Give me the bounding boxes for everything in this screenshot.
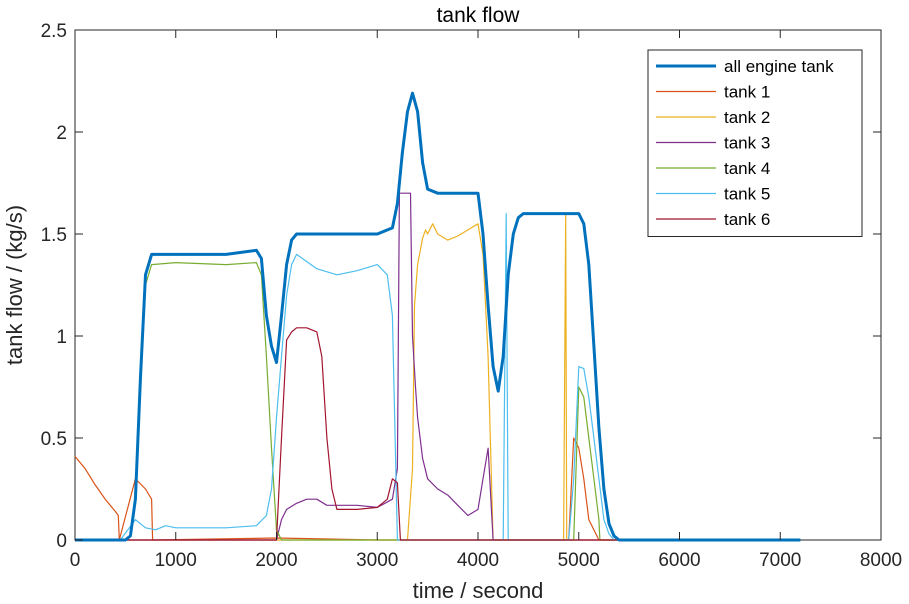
series-line-2 [74, 437, 801, 541]
x-tick-label: 1000 [155, 550, 197, 571]
legend-label-4: tank 3 [724, 134, 770, 153]
legend-label-6: tank 5 [724, 185, 770, 204]
x-tick-label: 6000 [658, 550, 700, 571]
y-tick-label: 1.5 [41, 225, 67, 246]
x-tick-label: 8000 [860, 550, 902, 571]
legend-label-5: tank 4 [724, 159, 770, 178]
y-tick-label: 1 [56, 327, 67, 348]
x-tick-label: 7000 [759, 550, 801, 571]
chart-title: tank flow [437, 4, 521, 27]
series-line-4 [75, 192, 801, 541]
x-axis-label: time / second [413, 578, 544, 603]
x-tick-label: 3000 [356, 550, 398, 571]
legend-box [647, 49, 863, 237]
series-layer [74, 91, 801, 542]
x-tick-label: 4000 [457, 550, 499, 571]
x-tick-label: 2000 [255, 550, 297, 571]
tick-layer: 0 1000 2000 3000 4000 5000 6000 7000 8000 0 0.5 1 1.… [41, 21, 903, 571]
series-line-7 [75, 327, 801, 541]
legend-label-7: tank 6 [724, 210, 770, 229]
x-tick-label: 5000 [558, 550, 600, 571]
x-tick-label: 0 [70, 550, 81, 571]
series-line-1 [75, 91, 801, 542]
series-line-3 [75, 213, 801, 541]
y-tick-label: 2 [56, 123, 67, 144]
y-axis-label: tank flow / (kg/s) [2, 205, 27, 365]
legend-label-3: tank 2 [724, 108, 770, 127]
y-tick-label: 0.5 [41, 429, 67, 450]
series-line-6 [75, 213, 801, 541]
y-tick-label: 2.5 [41, 21, 67, 42]
legend-label-2: tank 1 [724, 83, 770, 102]
legend: all engine tank tank 1 tank 2 tank 3 tank 4 t… [647, 49, 863, 237]
y-tick-label: 0 [56, 531, 67, 552]
legend-label-1: all engine tank [724, 57, 834, 76]
